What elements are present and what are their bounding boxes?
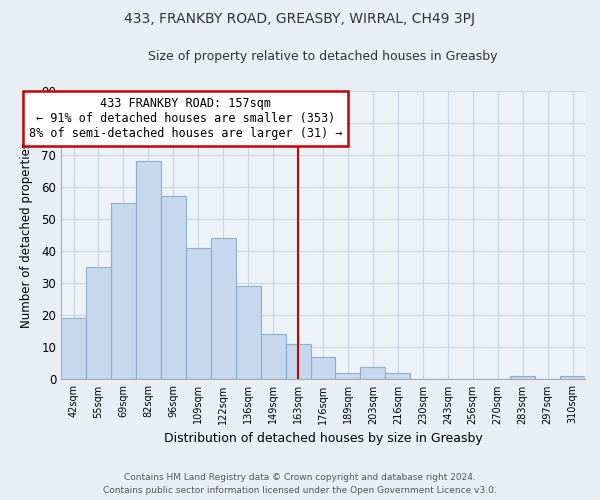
Text: Contains HM Land Registry data © Crown copyright and database right 2024.
Contai: Contains HM Land Registry data © Crown c…: [103, 473, 497, 495]
Bar: [111, 203, 136, 380]
Bar: [211, 238, 236, 380]
Bar: [510, 376, 535, 380]
Bar: [236, 286, 260, 380]
Bar: [385, 373, 410, 380]
Bar: [286, 344, 311, 380]
Bar: [361, 366, 385, 380]
Bar: [86, 267, 111, 380]
Title: Size of property relative to detached houses in Greasby: Size of property relative to detached ho…: [148, 50, 498, 63]
Y-axis label: Number of detached properties: Number of detached properties: [20, 142, 33, 328]
Bar: [61, 318, 86, 380]
Bar: [560, 376, 585, 380]
Bar: [161, 196, 186, 380]
Text: 433, FRANKBY ROAD, GREASBY, WIRRAL, CH49 3PJ: 433, FRANKBY ROAD, GREASBY, WIRRAL, CH49…: [125, 12, 476, 26]
Text: 433 FRANKBY ROAD: 157sqm
← 91% of detached houses are smaller (353)
8% of semi-d: 433 FRANKBY ROAD: 157sqm ← 91% of detach…: [29, 97, 343, 140]
Bar: [186, 248, 211, 380]
Bar: [136, 161, 161, 380]
X-axis label: Distribution of detached houses by size in Greasby: Distribution of detached houses by size …: [164, 432, 482, 445]
Bar: [335, 373, 361, 380]
Bar: [260, 334, 286, 380]
Bar: [311, 357, 335, 380]
